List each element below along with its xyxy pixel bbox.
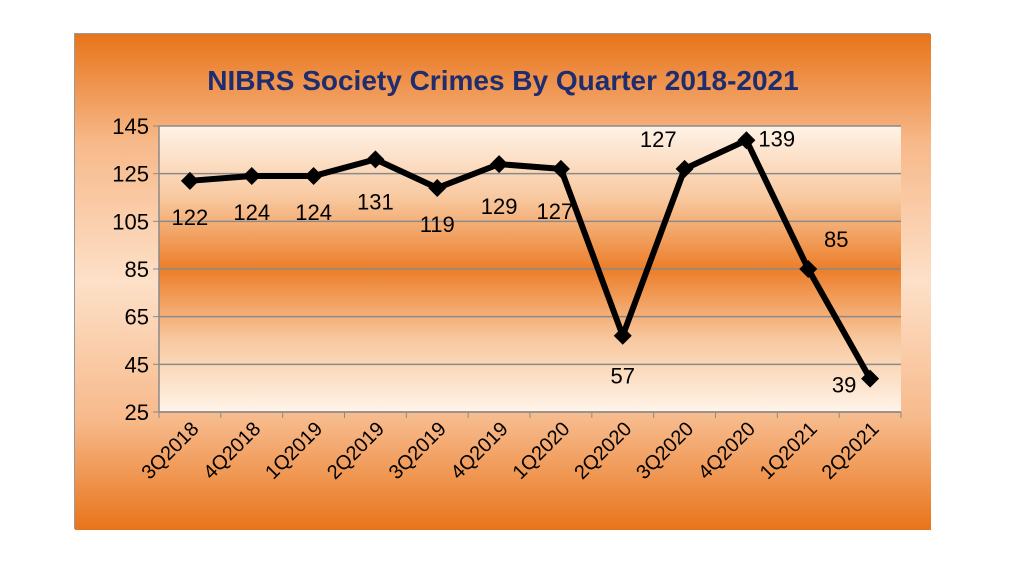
data-label: 119 (420, 212, 455, 237)
series-group (180, 131, 880, 388)
y-tick-label: 85 (125, 257, 149, 282)
data-label: 39 (832, 373, 856, 398)
data-point-marker (366, 150, 385, 169)
y-tick-label: 45 (125, 352, 149, 377)
data-point-marker (304, 167, 323, 186)
data-point-marker (180, 171, 199, 190)
data-label: 122 (172, 205, 209, 230)
data-label: 139 (758, 126, 795, 151)
chart-title: NIBRS Society Crimes By Quarter 2018-202… (207, 65, 798, 96)
series-line (189, 137, 873, 381)
data-point-marker (799, 260, 818, 278)
data-label: 124 (233, 200, 270, 225)
data-label: 57 (611, 364, 635, 389)
data-label: 127 (640, 127, 677, 152)
data-label: 131 (357, 189, 394, 214)
y-tick-label: 145 (112, 114, 149, 139)
y-tick-label: 25 (125, 400, 149, 425)
line-chart: NIBRS Society Crimes By Quarter 2018-202… (75, 34, 931, 530)
y-tick-label: 125 (112, 162, 149, 187)
data-point-marker (861, 369, 880, 388)
data-point-marker (675, 159, 694, 178)
chart-frame: NIBRS Society Crimes By Quarter 2018-202… (74, 33, 931, 530)
data-point-marker (613, 326, 632, 345)
data-labels: 122 124 124 131 119 129 127 57 127 139 85 39 (172, 126, 857, 397)
data-point-marker (551, 159, 570, 178)
y-axis-tick-labels: 25 45 65 85 105 125 145 (112, 114, 149, 425)
data-label: 124 (295, 200, 332, 225)
data-label: 127 (537, 199, 574, 224)
data-label: 85 (824, 227, 848, 252)
data-label: 129 (481, 194, 518, 219)
axes (153, 125, 902, 418)
data-point-marker (428, 178, 447, 197)
y-tick-label: 65 (125, 305, 149, 330)
data-point-marker (242, 167, 261, 186)
data-point-marker (490, 155, 509, 174)
data-point-marker (737, 131, 756, 150)
y-tick-label: 105 (112, 209, 149, 234)
